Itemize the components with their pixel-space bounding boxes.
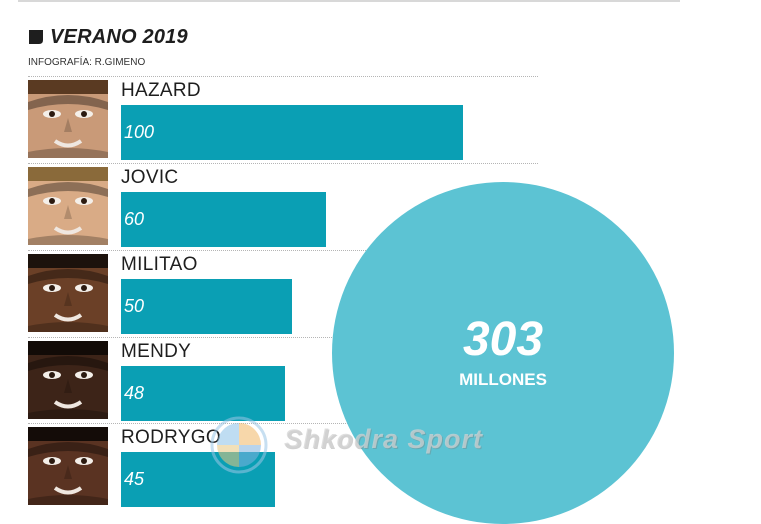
- bar-value-label: 45: [124, 469, 145, 489]
- player-name: MILITAO: [121, 254, 198, 275]
- row-separator: [28, 250, 538, 251]
- value-bar: 50: [121, 279, 292, 334]
- player-photo: [28, 254, 108, 332]
- value-bar: 100: [121, 105, 463, 160]
- total-value: 303: [462, 313, 544, 366]
- player-photo: [28, 427, 108, 505]
- top-rule: [18, 0, 680, 2]
- watermark-logo-icon: [210, 416, 268, 474]
- player-name: HAZARD: [121, 80, 201, 101]
- player-photo: [28, 167, 108, 245]
- player-name: RODRYGO: [121, 427, 221, 448]
- player-name: JOVIC: [121, 167, 179, 188]
- watermark-text: Shkodra Sport: [284, 424, 484, 454]
- infographic-credit: INFOGRAFÍA: R.GIMENO: [28, 57, 146, 68]
- row-separator: [28, 163, 538, 164]
- value-bar: 60: [121, 192, 326, 247]
- row-separator: [28, 423, 538, 424]
- bar-value-label: 48: [124, 383, 145, 403]
- total-circle: [332, 182, 674, 524]
- section-marker-icon: [29, 30, 43, 44]
- row-separator: [28, 76, 538, 77]
- chart-title: VERANO 2019: [50, 26, 188, 48]
- bar-value-label: 60: [124, 209, 145, 229]
- bar-value-label: 100: [124, 122, 155, 142]
- player-name: MENDY: [121, 341, 192, 362]
- player-photo: [28, 341, 108, 419]
- row-separator: [28, 337, 538, 338]
- value-bar: 48: [121, 366, 285, 421]
- total-unit: MILLONES: [459, 370, 547, 389]
- player-photo: [28, 80, 108, 158]
- bar-value-label: 50: [124, 296, 145, 316]
